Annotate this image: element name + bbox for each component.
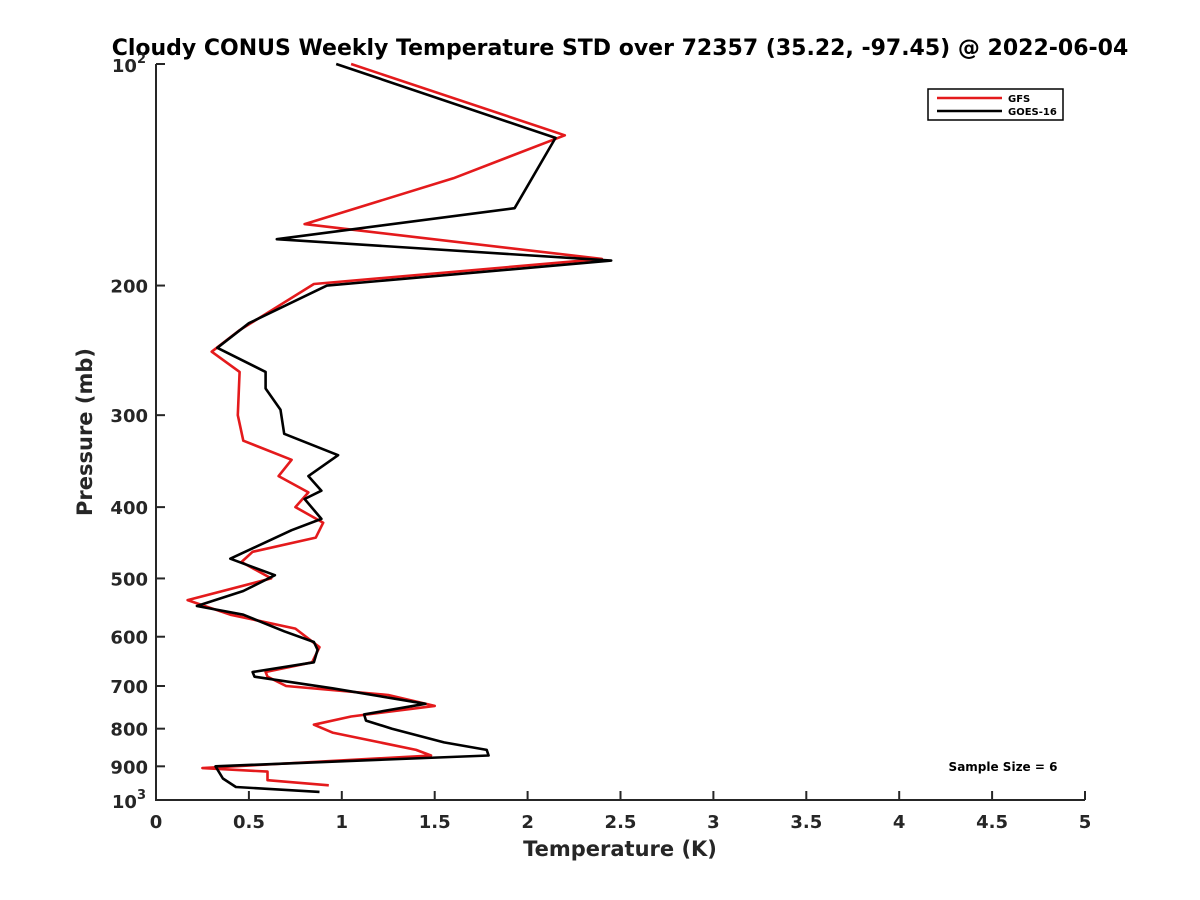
- x-tick-label: 0: [150, 812, 163, 833]
- axis-frame: [155, 64, 1085, 801]
- legend-box: [927, 88, 1064, 121]
- legend: GFS GOES-16: [927, 88, 1064, 121]
- x-tick-label: 2.5: [605, 812, 637, 833]
- y-tick-label: 700: [110, 677, 148, 698]
- y-tick-label: 300: [110, 406, 148, 427]
- sample-size-annotation: Sample Size = 6: [949, 760, 1058, 774]
- legend-label-gfs: GFS: [1008, 94, 1030, 105]
- y-tick-label: 800: [110, 720, 148, 741]
- y-tick-label-exponent: 2: [137, 52, 146, 67]
- chart-title: Cloudy CONUS Weekly Temperature STD over…: [112, 36, 1129, 61]
- x-axis-label: Temperature (K): [523, 837, 717, 861]
- y-tick-label-exponent: 3: [137, 788, 146, 803]
- y-tick-label-base: 10: [112, 56, 137, 77]
- series-line-goes-16: [195, 62, 613, 794]
- x-tick-label: 3.5: [790, 812, 822, 833]
- x-tick-label: 0.5: [233, 812, 265, 833]
- x-tick-label: 2: [521, 812, 534, 833]
- legend-label-goes-16: GOES-16: [1008, 107, 1057, 118]
- x-axis-ticks: 0 0.5 1 1.5 2 2.5 3 3.5 4 4.5 5: [150, 791, 1092, 833]
- y-tick-label: 500: [110, 569, 148, 590]
- series-layer: [186, 62, 613, 794]
- y-tick-label: 900: [110, 757, 148, 778]
- y-tick-label: 200: [110, 277, 148, 298]
- x-tick-label: 1.5: [419, 812, 451, 833]
- y-axis-label: Pressure (mb): [73, 348, 97, 516]
- y-tick-label: 102: [112, 52, 146, 77]
- x-tick-label: 5: [1079, 812, 1092, 833]
- y-tick-label-base: 10: [112, 792, 137, 813]
- plot-area: [155, 62, 1085, 801]
- y-tick-label: 400: [110, 498, 148, 519]
- series-line-gfs: [186, 62, 604, 787]
- x-tick-label: 1: [336, 812, 349, 833]
- y-tick-label: 600: [110, 628, 148, 649]
- x-tick-label: 4.5: [976, 812, 1008, 833]
- y-tick-label: 103: [112, 788, 146, 813]
- x-tick-label: 4: [893, 812, 906, 833]
- x-tick-label: 3: [707, 812, 720, 833]
